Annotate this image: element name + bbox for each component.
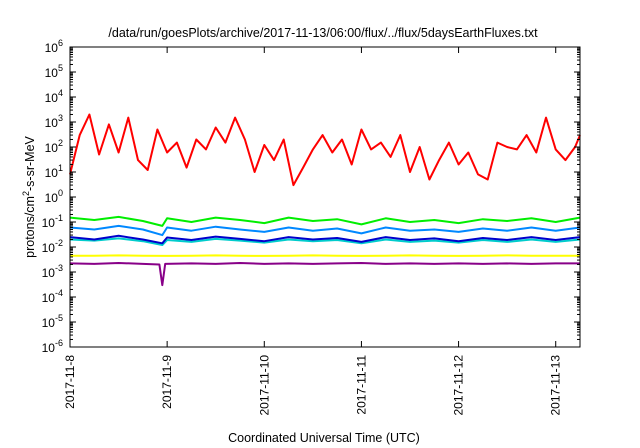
plot-frame [69,46,581,348]
y-tick-base: 10 [45,91,59,105]
series-line [69,237,581,246]
x-tick-label: 2017-11-8 [63,355,77,409]
x-tick-label: 2017-11-10 [257,355,271,416]
y-tick-exp: -1 [55,213,63,223]
y-tick-base: 10 [42,216,56,230]
y-tick-exp: 4 [58,88,63,98]
series-line [69,234,581,245]
y-tick-base: 10 [45,191,59,205]
y-tick-label: 106 [45,38,63,55]
y-tick-label: 100 [45,188,63,205]
y-tick-base: 10 [42,266,56,280]
y-tick-base: 10 [45,41,59,55]
y-axis-title-main: protons/cm [23,196,37,258]
y-tick-label: 101 [45,163,63,180]
y-tick-exp: -6 [55,338,63,348]
series-line [69,262,580,287]
y-tick-label: 104 [45,88,63,105]
y-tick-base: 10 [45,116,59,130]
x-tick-label: 2017-11-9 [160,355,174,409]
y-tick-label: 10-1 [42,213,63,230]
y-tick-label: 10-4 [42,288,63,305]
x-tick-label: 2017-11-12 [452,355,466,416]
y-tick-exp: 0 [58,188,63,198]
y-tick-base: 10 [45,166,59,180]
y-tick-label: 102 [45,138,63,155]
y-axis-title: protons/cm2-s-sr-MeV [21,135,37,257]
y-tick-exp: -2 [55,238,63,248]
y-tick-exp: 3 [58,113,63,123]
y-tick-base: 10 [42,341,56,355]
series-line [70,254,580,257]
y-tick-base: 10 [45,66,59,80]
y-tick-exp: -4 [55,288,63,298]
x-axis-title: Coordinated Universal Time (UTC) [228,431,420,445]
y-tick-label: 105 [45,63,63,80]
y-tick-label: 10-5 [42,313,63,330]
y-axis-title-exp: 2 [21,191,31,196]
y-tick-exp: 2 [58,138,63,148]
y-tick-exp: -5 [55,313,63,323]
y-tick-label: 103 [45,113,63,130]
x-axis: 2017-11-8 2017-11-9 2017-11-10 2017-11-11 20… [63,47,563,416]
x-tick-label: 2017-11-11 [354,355,368,415]
y-tick-base: 10 [42,291,56,305]
x-tick-label: 2017-11-13 [549,355,563,416]
series-line [69,224,581,237]
series-line [69,113,581,187]
y-tick-exp: 5 [58,63,63,73]
y-tick-base: 10 [45,141,59,155]
series-layer [69,113,581,287]
series-line [69,215,581,227]
y-axis: 10-610-510-410-310-210-11001011021031041… [42,38,580,355]
y-tick-exp: -3 [55,263,63,273]
y-tick-label: 10-2 [42,238,63,255]
y-tick-label: 10-3 [42,263,63,280]
y-tick-exp: 1 [58,163,63,173]
y-axis-title-unit: -s-sr-MeV [23,135,37,191]
chart-title: /data/run/goesPlots/archive/2017-11-13/0… [108,26,538,40]
y-tick-base: 10 [42,241,56,255]
y-tick-exp: 6 [58,38,63,48]
y-tick-label: 10-6 [42,338,63,355]
y-tick-base: 10 [42,316,56,330]
